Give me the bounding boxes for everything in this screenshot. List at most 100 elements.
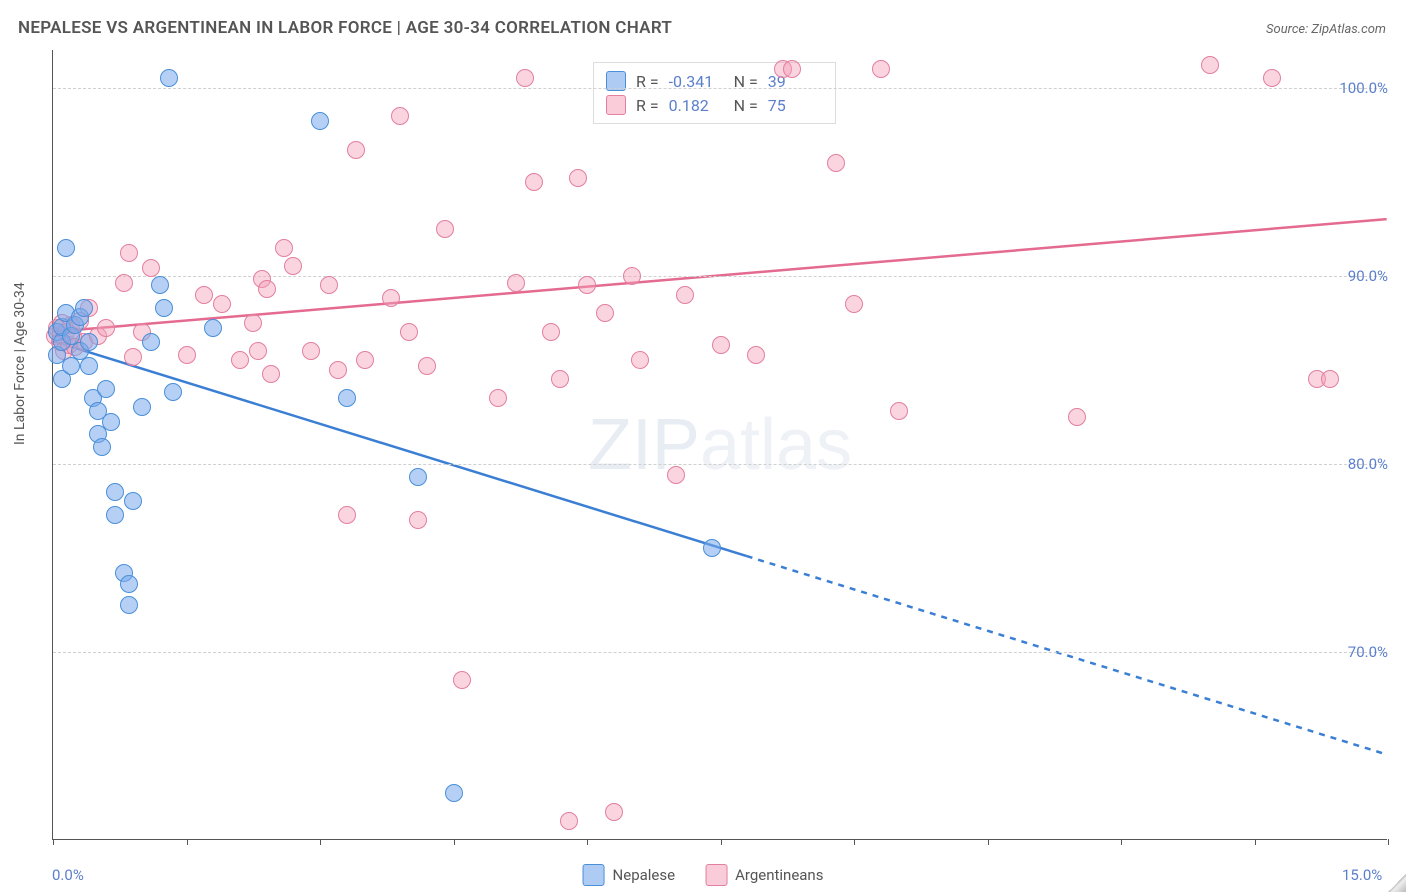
scatter-point [302,342,320,360]
scatter-point [507,274,525,292]
scatter-point [347,141,365,159]
scatter-point [195,286,213,304]
scatter-point [284,257,302,275]
scatter-point [151,276,169,294]
scatter-point [667,466,685,484]
scatter-point [338,389,356,407]
scatter-point [872,60,890,78]
r-value: 0.182 [669,96,724,115]
scatter-point [436,220,454,238]
scatter-point [631,351,649,369]
n-value: 75 [768,96,823,115]
n-label: N = [734,96,758,115]
scatter-point [845,295,863,313]
watermark: ZIPatlas [588,404,852,486]
x-tick [1388,839,1389,845]
scatter-point [676,286,694,304]
scatter-point [1263,69,1281,87]
x-tick [587,839,588,845]
series-swatch [606,95,626,115]
x-tick [988,839,989,845]
legend: Nepalese Argentineans [583,864,824,886]
scatter-point [596,304,614,322]
scatter-point [338,506,356,524]
legend-swatch [583,864,605,886]
scatter-point [1068,408,1086,426]
scatter-point [329,361,347,379]
x-tick [187,839,188,845]
legend-label: Nepalese [613,866,676,884]
trendlines [53,50,1387,839]
scatter-point [244,314,262,332]
scatter-point [231,351,249,369]
scatter-point [97,380,115,398]
scatter-point [578,276,596,294]
scatter-point [516,69,534,87]
x-tick [454,839,455,845]
scatter-point [320,276,338,294]
scatter-point [623,267,641,285]
scatter-point [551,370,569,388]
x-tick [320,839,321,845]
scatter-point [142,333,160,351]
scatter-point [115,274,133,292]
scatter-point [120,596,138,614]
scatter-point [1201,56,1219,74]
scatter-point [124,348,142,366]
legend-label: Argentineans [735,866,823,884]
scatter-point [106,506,124,524]
y-tick-label: 80.0% [1348,455,1388,473]
legend-item: Argentineans [705,864,823,886]
scatter-point [747,346,765,364]
x-tick-label: 0.0% [52,866,84,884]
scatter-point [57,239,75,257]
x-tick [1121,839,1122,845]
r-label: R = [636,96,659,115]
x-tick [53,839,54,845]
x-tick [854,839,855,845]
scatter-point [80,357,98,375]
resize-handle-icon [1388,874,1406,892]
scatter-point [445,784,463,802]
scatter-point [120,244,138,262]
scatter-point [409,511,427,529]
scatter-point [1321,370,1339,388]
stats-row: R = 0.182 N = 75 [606,93,823,117]
scatter-point [213,295,231,313]
scatter-point [106,483,124,501]
scatter-point [382,289,400,307]
scatter-point [178,346,196,364]
y-tick-label: 70.0% [1348,643,1388,661]
scatter-point [890,402,908,420]
scatter-point [258,280,276,298]
scatter-point [311,112,329,130]
scatter-point [712,336,730,354]
watermark-thin: atlas [700,405,852,485]
gridline [53,652,1387,653]
scatter-point [80,333,98,351]
x-tick [721,839,722,845]
y-tick-label: 100.0% [1339,79,1388,97]
scatter-point [102,413,120,431]
scatter-point [400,323,418,341]
scatter-point [542,323,560,341]
scatter-point [164,383,182,401]
scatter-point [97,319,115,337]
y-tick-label: 90.0% [1348,267,1388,285]
scatter-point [703,539,721,557]
scatter-point [827,154,845,172]
scatter-point [569,169,587,187]
scatter-point [155,299,173,317]
scatter-point [133,398,151,416]
scatter-point [275,239,293,257]
scatter-point [453,671,471,689]
scatter-point [249,342,267,360]
scatter-point [75,299,93,317]
scatter-point [204,319,222,337]
x-tick [1255,839,1256,845]
scatter-point [262,365,280,383]
source-label: Source: ZipAtlas.com [1266,22,1386,37]
legend-item: Nepalese [583,864,676,886]
scatter-point [142,259,160,277]
plot-area: ZIPatlas R = -0.341 N = 39 R = 0.182 N =… [52,50,1387,840]
